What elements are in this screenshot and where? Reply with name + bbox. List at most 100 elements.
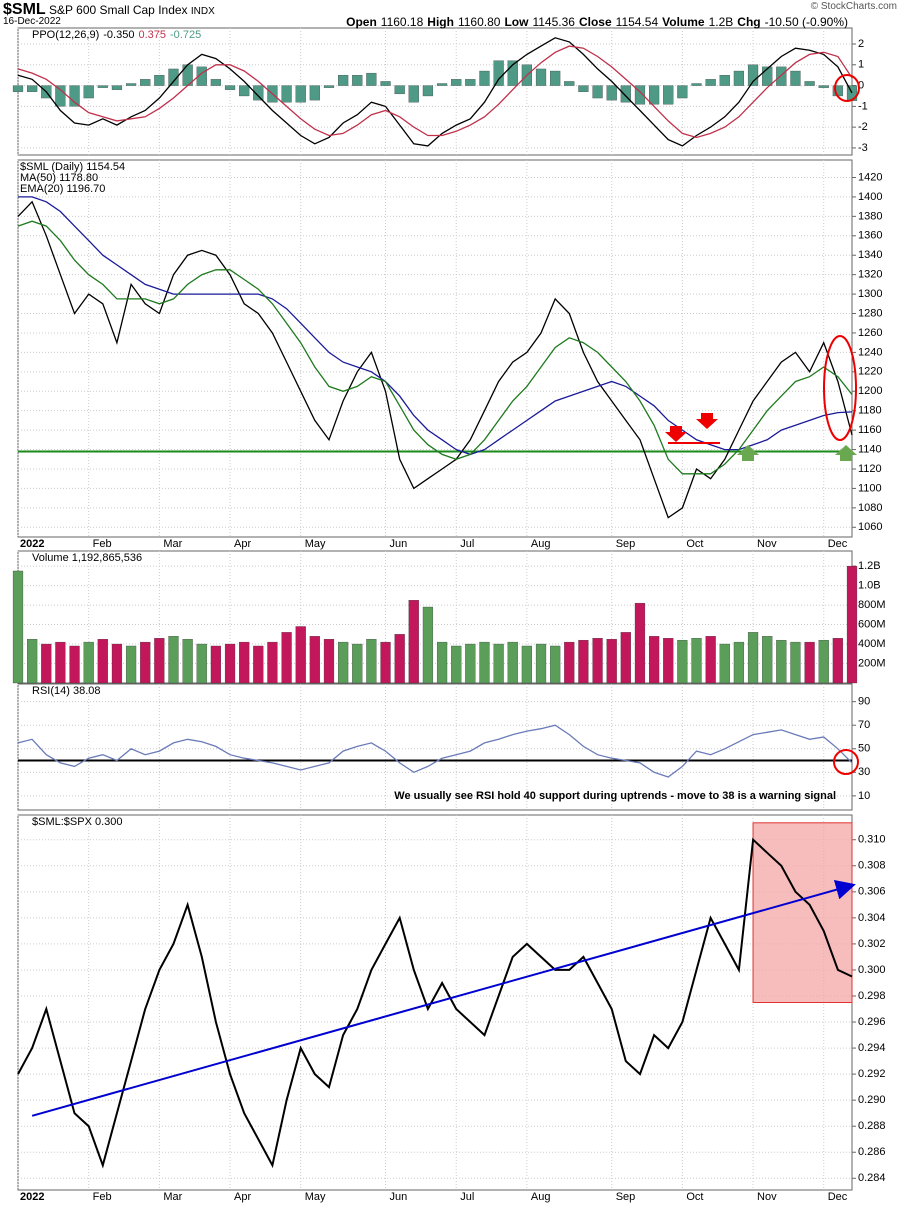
bar bbox=[408, 85, 419, 103]
x-tick-label: Feb bbox=[93, 1191, 112, 1203]
panel-legend: PPO(12,26,9) -0.350 0.375 -0.725 bbox=[32, 29, 201, 41]
y-tick-label: 0.306 bbox=[858, 886, 886, 898]
bar bbox=[380, 81, 391, 86]
bar bbox=[465, 643, 476, 684]
y-tick-label: 1120 bbox=[858, 463, 882, 475]
panel-legend: RSI(14) 38.08 bbox=[32, 685, 100, 697]
bar bbox=[422, 606, 434, 684]
x-tick-label: Apr bbox=[234, 1191, 251, 1203]
panel bbox=[17, 27, 853, 156]
x-tick-label: Nov bbox=[757, 1191, 777, 1203]
bar bbox=[83, 85, 94, 99]
x-tick-label: Sep bbox=[616, 1191, 636, 1203]
x-tick-label: Dec bbox=[828, 1191, 848, 1203]
bar bbox=[196, 66, 207, 86]
bar bbox=[620, 632, 631, 684]
series-line bbox=[17, 220, 853, 475]
bar bbox=[253, 85, 264, 101]
x-tick-label: Sep bbox=[616, 538, 636, 550]
quote-label: High bbox=[427, 15, 454, 29]
x-tick-label: Feb bbox=[93, 538, 112, 550]
bar bbox=[295, 626, 306, 684]
bar bbox=[592, 85, 603, 99]
series-line bbox=[17, 200, 853, 519]
y-tick-label: -1 bbox=[858, 100, 868, 112]
y-tick-label: 30 bbox=[858, 766, 870, 778]
y-tick-label: 1340 bbox=[858, 249, 882, 261]
bar bbox=[394, 85, 405, 95]
bar bbox=[267, 641, 278, 684]
legend-text: $SML:$SPX 0.300 bbox=[32, 816, 123, 828]
exchange: INDX bbox=[190, 6, 215, 17]
bar bbox=[776, 639, 787, 684]
x-tick-label: Jun bbox=[390, 1191, 408, 1203]
legend-entry: MA(50) 1178.80 bbox=[20, 172, 98, 184]
legend-entry: $SML (Daily) 1154.54 bbox=[20, 161, 125, 173]
trend-line bbox=[31, 880, 856, 1117]
bar bbox=[323, 85, 335, 88]
y-tick-label: 1400 bbox=[858, 191, 882, 203]
y-tick-label: 0.300 bbox=[858, 964, 886, 976]
x-tick-label: Jun bbox=[390, 538, 408, 550]
legend-text: Volume 1,192,865,536 bbox=[32, 552, 142, 564]
y-tick-label: -3 bbox=[858, 142, 868, 154]
y-tick-label: 0.302 bbox=[858, 938, 886, 950]
y-tick-label: 0 bbox=[858, 79, 864, 91]
y-tick-label: 1240 bbox=[858, 346, 882, 358]
panel bbox=[17, 683, 853, 811]
legend-entry: 0.375 bbox=[138, 29, 166, 41]
bar bbox=[479, 641, 490, 684]
series-line bbox=[17, 837, 853, 1169]
bar bbox=[12, 570, 24, 684]
bar bbox=[762, 66, 773, 86]
bar bbox=[352, 643, 363, 684]
bar bbox=[493, 60, 504, 86]
bar bbox=[55, 85, 66, 107]
bar bbox=[818, 85, 829, 88]
x-tick-label: Mar bbox=[163, 538, 182, 550]
panel-legend: $SML:$SPX 0.300 bbox=[32, 816, 123, 828]
bar bbox=[224, 85, 236, 90]
bar bbox=[719, 75, 730, 86]
bar bbox=[253, 645, 264, 684]
y-tick-label: 1060 bbox=[858, 521, 882, 533]
bar bbox=[663, 85, 674, 105]
y-tick-label: 400M bbox=[858, 638, 886, 650]
bar bbox=[111, 643, 123, 684]
date: 16-Dec-2022 bbox=[3, 16, 61, 27]
y-tick-label: 1180 bbox=[858, 405, 882, 417]
x-tick-label: Nov bbox=[757, 538, 777, 550]
y-tick-label: 2 bbox=[858, 38, 864, 50]
x-tick-label: May bbox=[305, 1191, 326, 1203]
bar bbox=[550, 70, 561, 86]
legend-text: PPO(12,26,9) bbox=[32, 29, 99, 41]
x-tick-label: Mar bbox=[163, 1191, 182, 1203]
quote-label: Low bbox=[504, 15, 529, 29]
bar bbox=[747, 632, 759, 684]
y-tick-label: 0.308 bbox=[858, 860, 886, 872]
bar bbox=[12, 85, 24, 92]
x-tick-label: Jul bbox=[460, 538, 474, 550]
bar bbox=[366, 639, 377, 684]
legend-entry: -0.725 bbox=[170, 29, 201, 41]
bar bbox=[168, 68, 179, 86]
bar bbox=[762, 636, 773, 684]
bar bbox=[436, 83, 448, 86]
bar bbox=[239, 85, 250, 97]
arrow-up bbox=[835, 445, 857, 461]
legend-entry: -0.350 bbox=[103, 29, 134, 41]
x-tick-label: Oct bbox=[686, 1191, 703, 1203]
copyright: © StockCharts.com bbox=[810, 1, 897, 12]
bar bbox=[140, 79, 151, 86]
bar bbox=[182, 639, 193, 684]
bar bbox=[535, 68, 547, 86]
y-tick-label: 1160 bbox=[858, 424, 882, 436]
y-tick-label: 1320 bbox=[858, 269, 882, 281]
bar bbox=[27, 85, 38, 92]
series-line bbox=[17, 37, 853, 147]
bar bbox=[111, 85, 123, 90]
y-tick-label: 1260 bbox=[858, 327, 882, 339]
bar bbox=[408, 600, 419, 684]
x-tick-label: Oct bbox=[686, 538, 703, 550]
